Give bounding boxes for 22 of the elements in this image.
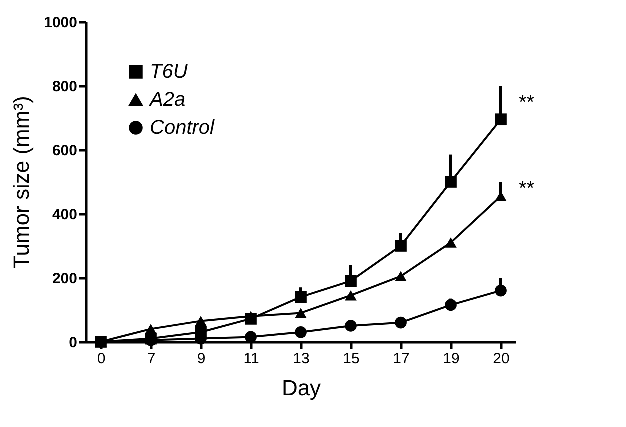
x-tick-label: 9 (197, 350, 206, 368)
legend-label: A2a (149, 89, 186, 111)
y-tick-label: 600 (52, 142, 78, 160)
x-tick-label: 19 (443, 350, 460, 368)
text: ** (519, 92, 535, 114)
y-tick-label: 400 (52, 206, 78, 224)
x-tick-label: 0 (97, 350, 106, 368)
text: ** (519, 178, 535, 200)
x-tick-label: 20 (493, 350, 510, 368)
x-tick-label: 11 (244, 350, 260, 368)
x-axis-title: Day (282, 376, 322, 400)
legend-label: T6U (150, 61, 188, 83)
legend-label: Control (150, 117, 216, 139)
x-tick-label: 7 (147, 350, 156, 368)
y-tick-label: 800 (52, 78, 78, 96)
y-tick-label: 0 (69, 334, 78, 352)
y-tick-label: 200 (52, 270, 78, 288)
y-tick-label: 1000 (44, 14, 78, 32)
y-axis-title: Tumor size (mm³) (9, 96, 34, 269)
x-tick-label: 13 (293, 350, 310, 368)
x-tick-label: 17 (393, 350, 410, 368)
x-tick-label: 15 (343, 350, 360, 368)
